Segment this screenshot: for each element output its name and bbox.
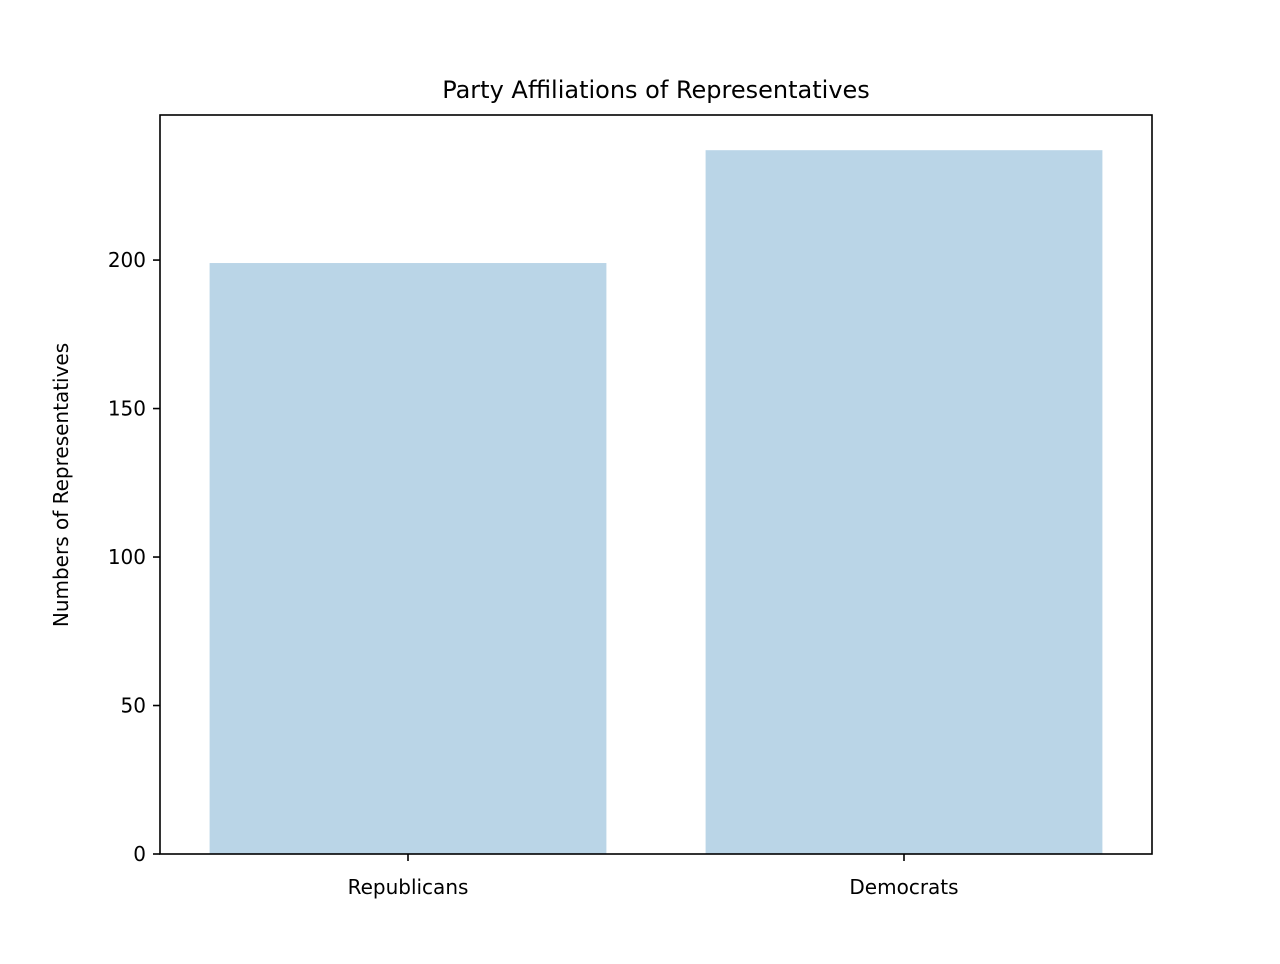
x-tick-label: Republicans	[348, 875, 469, 899]
y-tick-label: 0	[133, 842, 146, 866]
y-tick-label: 100	[108, 545, 146, 569]
x-axis-ticks: Republicans Democrats	[348, 854, 959, 899]
bar-republicans	[209, 263, 607, 854]
y-tick-label: 150	[108, 397, 146, 421]
bar-democrats	[705, 150, 1103, 854]
y-axis-label: Numbers of Representatives	[49, 343, 73, 627]
chart-title: Party Affiliations of Representatives	[442, 76, 870, 104]
y-axis-ticks: 0 50 100 150 200	[108, 248, 160, 866]
y-tick-label: 50	[121, 694, 146, 718]
plot-frame	[159, 114, 1153, 855]
bars-layer	[209, 150, 1103, 854]
y-tick-label: 200	[108, 248, 146, 272]
x-tick-label: Democrats	[849, 875, 958, 899]
